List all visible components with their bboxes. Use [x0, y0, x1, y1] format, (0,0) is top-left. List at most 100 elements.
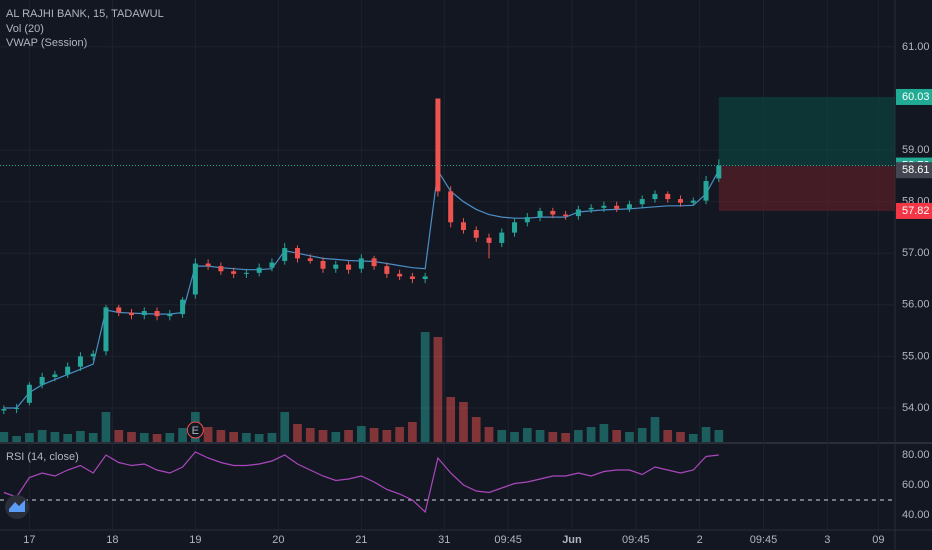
price-tag-label: 60.03 [902, 91, 930, 103]
candle-body [307, 258, 313, 261]
candle-body [665, 193, 671, 200]
candle-body [703, 181, 709, 201]
candle-body [626, 204, 632, 209]
price-tag [896, 202, 932, 219]
candle-body [167, 314, 173, 317]
event-label: E [192, 425, 199, 437]
x-tick-label: 19 [189, 534, 201, 546]
legend-entry: VWAP (Session) [6, 37, 87, 49]
volume-bar [37, 430, 47, 442]
volume-bar [127, 432, 136, 442]
candle-body [678, 199, 684, 203]
x-tick-label: 21 [355, 534, 367, 546]
volume-bar [625, 432, 634, 442]
y-tick-label: 55.00 [902, 350, 930, 362]
candle-body [384, 266, 390, 274]
x-tick-label: 2 [697, 534, 703, 546]
candle-body [575, 209, 581, 217]
volume-bar [88, 433, 98, 442]
x-tick-label: Jun [562, 534, 582, 546]
candle-body [154, 310, 160, 317]
rsi-line [3, 451, 719, 514]
volume-bar [688, 434, 698, 442]
volume-bar [50, 432, 60, 442]
volume-bar [63, 434, 73, 442]
candle-body [39, 377, 45, 385]
candle-body [256, 267, 262, 273]
candle-body [103, 307, 109, 352]
candle-body [26, 384, 32, 403]
volume-bar [510, 432, 519, 442]
candle-body [180, 299, 186, 315]
y-tick-label: 60.00 [902, 479, 930, 491]
x-tick-label: 09:45 [494, 534, 522, 546]
candle-body [294, 248, 300, 259]
volume-bar [139, 433, 149, 442]
volume-bar [305, 428, 315, 442]
candle-body [77, 356, 83, 367]
candle-body [639, 199, 645, 205]
volume-bar [459, 402, 468, 442]
pane-title: RSI (14, close) [6, 451, 79, 463]
volume-bar [484, 427, 494, 442]
volume-bar [637, 428, 647, 442]
candle-body [460, 222, 466, 231]
candle-body [422, 276, 428, 280]
volume-bar [433, 337, 443, 442]
y-tick-label: 56.00 [902, 299, 930, 311]
y-tick-label: 54.00 [902, 402, 930, 414]
price-tag-label: 58.61 [902, 164, 930, 176]
volume-bar [76, 431, 85, 442]
volume-bar [178, 428, 187, 442]
candle-body [231, 271, 237, 274]
volume-bar [293, 424, 302, 442]
candle-body [52, 374, 58, 378]
y-tick-label: 59.00 [902, 144, 930, 156]
candle-body [588, 207, 594, 210]
volume-bar [216, 430, 226, 442]
volume-bar [0, 432, 9, 442]
volume-bar [535, 430, 545, 442]
price-tag-label: 57.82 [902, 205, 930, 217]
stop-zone [718, 165, 895, 211]
volume-bar [114, 430, 124, 442]
volume-bar [254, 434, 264, 442]
candle-body [346, 264, 352, 270]
candle-body [358, 258, 364, 269]
volume-bar [331, 432, 341, 442]
price-tag [896, 88, 932, 105]
candle-body [614, 205, 620, 209]
candle-body [716, 165, 722, 179]
candle-body [1, 408, 7, 411]
candle-body [116, 307, 122, 313]
candle-body [652, 193, 658, 200]
candle-body [563, 214, 569, 217]
volume-bar [267, 433, 277, 442]
candle-body [512, 222, 518, 233]
candle-body [448, 191, 454, 223]
volume-bar [522, 428, 532, 442]
volume-bar [612, 430, 622, 442]
event-marker [186, 421, 204, 439]
candle-body [14, 407, 20, 409]
volume-bar [229, 432, 238, 442]
volume-bar [101, 412, 111, 442]
volume-bar [497, 430, 507, 442]
volume-bar [701, 427, 711, 442]
x-tick-label: 3 [824, 534, 830, 546]
logo-mark [9, 500, 25, 512]
volume-bar [471, 417, 481, 442]
candle-body [486, 237, 492, 243]
volume-bar [650, 417, 660, 442]
candle-body [205, 263, 211, 267]
candle-body [282, 248, 288, 261]
x-tick-label: 09:45 [750, 534, 778, 546]
volume-bar [382, 430, 392, 442]
candle-body [90, 353, 96, 357]
candle-body [333, 264, 339, 269]
x-tick-label: 17 [23, 534, 35, 546]
volume-bar [344, 430, 353, 442]
volume-bar [663, 430, 673, 442]
